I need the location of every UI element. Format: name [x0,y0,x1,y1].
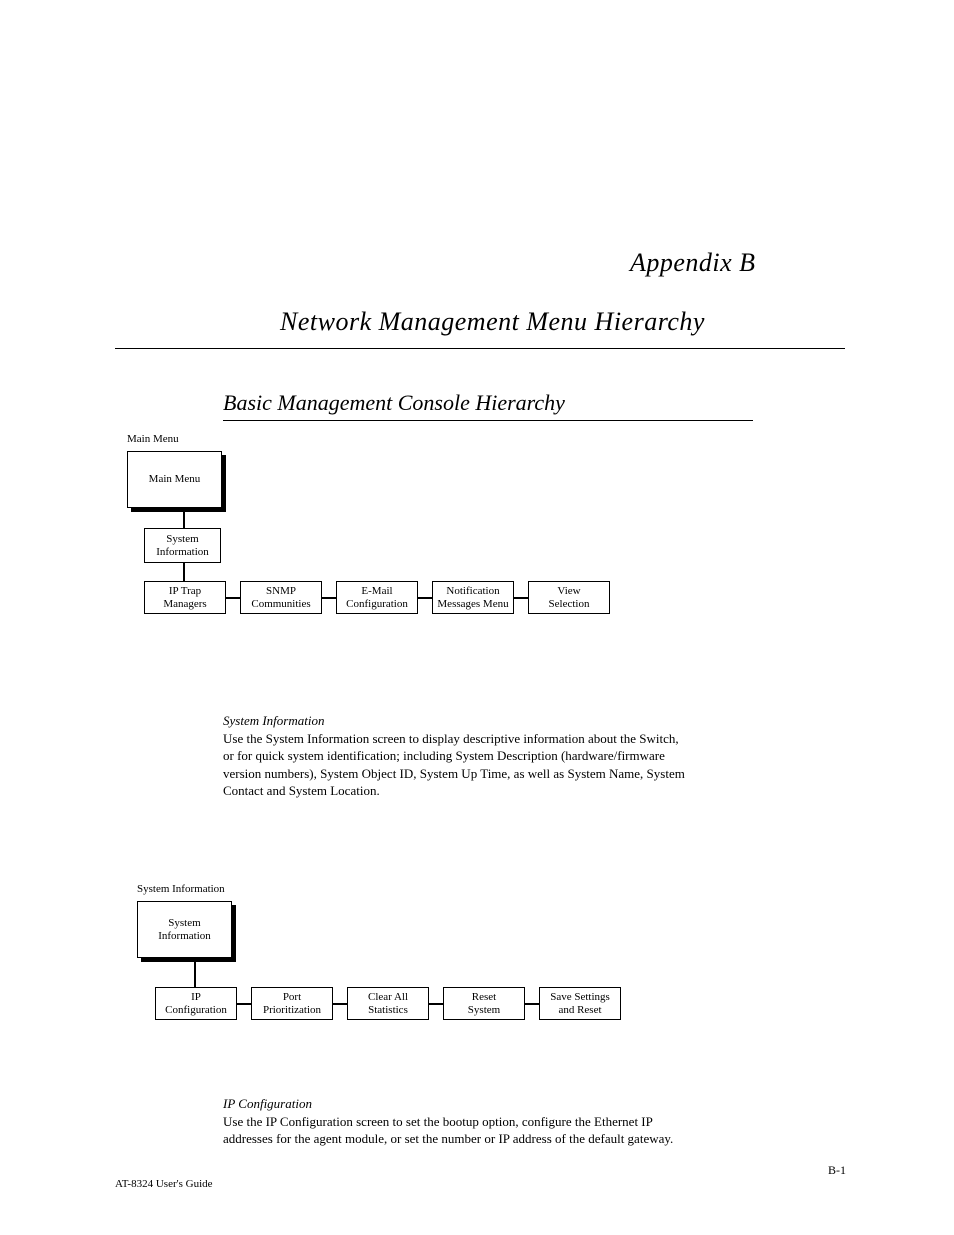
body1: System Information Use the System Inform… [223,712,843,800]
tree1-heading: Main Menu [127,433,179,445]
body1-line-1: or for quick system identification; incl… [223,748,665,763]
tree2-root: SystemInformation [137,901,232,958]
tree2-conn-h4 [525,1003,539,1005]
body1-line-3: Contact and System Location. [223,783,380,798]
tree1-conn-v2 [183,563,185,581]
tree1-row-4: ViewSelection [528,581,610,614]
tree2-row-0: IPConfiguration [155,987,237,1020]
tree2-row-3: ResetSystem [443,987,525,1020]
body2-title: IP Configuration [223,1096,312,1111]
tree1-row-2: E-MailConfiguration [336,581,418,614]
tree1-conn-h4 [514,597,528,599]
tree2-heading: System Information [137,883,225,895]
body2-line-1: addresses for the agent module, or set t… [223,1131,673,1146]
tree1-conn-v1 [183,508,185,528]
tree1-conn-h2 [322,597,336,599]
tree2-conn-v1 [194,958,196,987]
tree2-conn-h3 [429,1003,443,1005]
tree1-row-3: NotificationMessages Menu [432,581,514,614]
body1-line-0: Use the System Information screen to dis… [223,731,679,746]
footer-text: AT-8324 User's Guide [115,1178,213,1190]
tree1-conn-h3 [418,597,432,599]
header-divider [115,348,845,349]
body2-line-0: Use the IP Configuration screen to set t… [223,1114,653,1129]
body1-title: System Information [223,713,324,728]
section-underline [223,420,753,421]
page-title: Network Management Menu Hierarchy [280,307,705,337]
page: Appendix B Network Management Menu Hiera… [0,0,954,1235]
tree1-conn-h1 [226,597,240,599]
body2: IP Configuration Use the IP Configuratio… [223,1095,843,1148]
tree2-conn-h2 [333,1003,347,1005]
tree1-row-1: SNMPCommunities [240,581,322,614]
page-number: B-1 [828,1163,846,1178]
tree2-row-4: Save Settingsand Reset [539,987,621,1020]
tree2-row-1: PortPrioritization [251,987,333,1020]
body1-line-2: version numbers), System Object ID, Syst… [223,766,685,781]
tree1-row-0: IP TrapManagers [144,581,226,614]
tree2-row-2: Clear AllStatistics [347,987,429,1020]
section-title: Basic Management Console Hierarchy [223,390,565,416]
tree2-conn-h1 [237,1003,251,1005]
appendix-label: Appendix B [630,248,756,278]
tree1-sysinfo: SystemInformation [144,528,221,563]
tree1-root: Main Menu [127,451,222,508]
